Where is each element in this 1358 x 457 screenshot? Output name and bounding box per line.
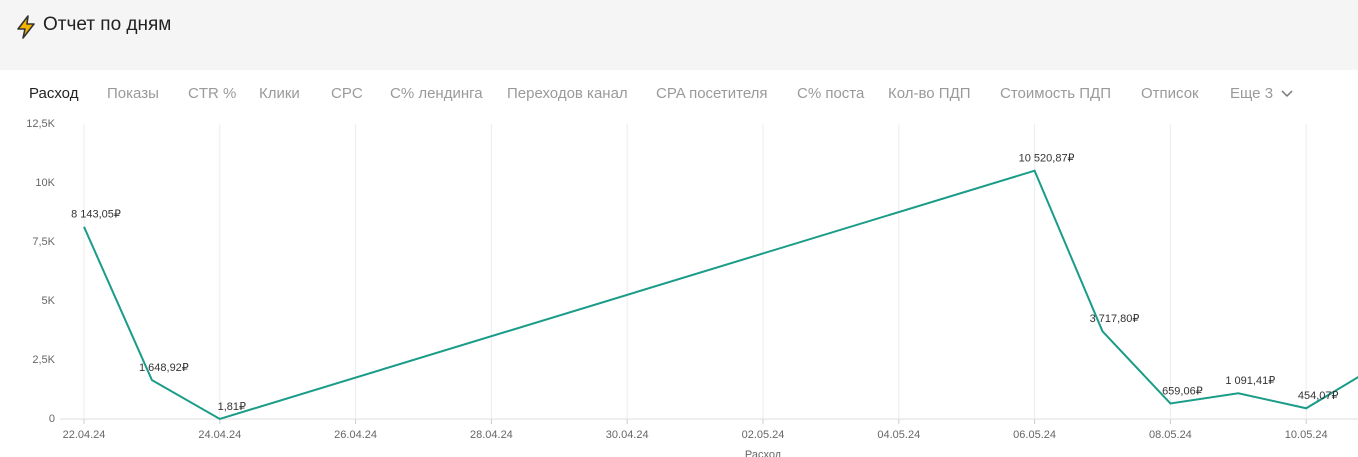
x-tick-label: 06.05.24: [1013, 429, 1056, 441]
x-tick-label: 02.05.24: [742, 429, 785, 441]
tab[interactable]: CPC: [331, 85, 363, 102]
tab[interactable]: Переходов канал: [507, 85, 628, 102]
x-tick-label: 28.04.24: [470, 429, 513, 441]
value-label: 1,81₽: [218, 401, 246, 413]
y-tick-label: 7,5K: [32, 236, 55, 248]
value-label: 8 143,05₽: [71, 209, 121, 221]
tab[interactable]: Кол-во ПДП: [888, 85, 971, 102]
value-label: 1 648,92₽: [139, 362, 189, 374]
tab[interactable]: С% лендинга: [390, 85, 483, 102]
tab[interactable]: CTR %: [188, 85, 237, 102]
tab[interactable]: Клики: [259, 85, 300, 102]
x-tick-label: 08.05.24: [1149, 429, 1192, 441]
x-tick-label: 30.04.24: [606, 429, 649, 441]
x-axis-title: Расход: [745, 449, 782, 457]
y-tick-label: 5K: [42, 295, 56, 307]
tab[interactable]: Еще 3: [1230, 85, 1274, 102]
value-label: 1 091,41₽: [1225, 375, 1275, 387]
tab[interactable]: Показы: [107, 85, 159, 102]
lightning-icon: [17, 15, 35, 39]
x-tick-label: 24.04.24: [198, 429, 241, 441]
tab[interactable]: С% поста: [797, 85, 865, 102]
card: [0, 70, 1358, 457]
y-tick-label: 10K: [35, 177, 55, 189]
value-label: 454,07₽: [1298, 390, 1339, 402]
x-tick-label: 10.05.24: [1285, 429, 1328, 441]
tab[interactable]: Отписок: [1141, 85, 1199, 102]
x-tick-label: 04.05.24: [877, 429, 920, 441]
chevron[interactable]: [1280, 87, 1294, 101]
y-tick-label: 0: [49, 413, 55, 425]
tab[interactable]: Стоимость ПДП: [1000, 85, 1111, 102]
line: [83, 169, 1358, 421]
tab[interactable]: CPA посетителя: [656, 85, 768, 102]
y-tick-label: 12,5K: [26, 118, 55, 130]
tab[interactable]: Расход: [29, 85, 79, 102]
value-label: 659,06₽: [1162, 385, 1203, 397]
value-label: 10 520,87₽: [1019, 153, 1075, 165]
y-tick-label: 2,5K: [32, 354, 55, 366]
x-tick-label: 22.04.24: [63, 429, 106, 441]
value-label: 3 717,80₽: [1090, 313, 1140, 325]
x-tick-label: 26.04.24: [334, 429, 377, 441]
page-title: Отчет по дням: [43, 14, 172, 35]
